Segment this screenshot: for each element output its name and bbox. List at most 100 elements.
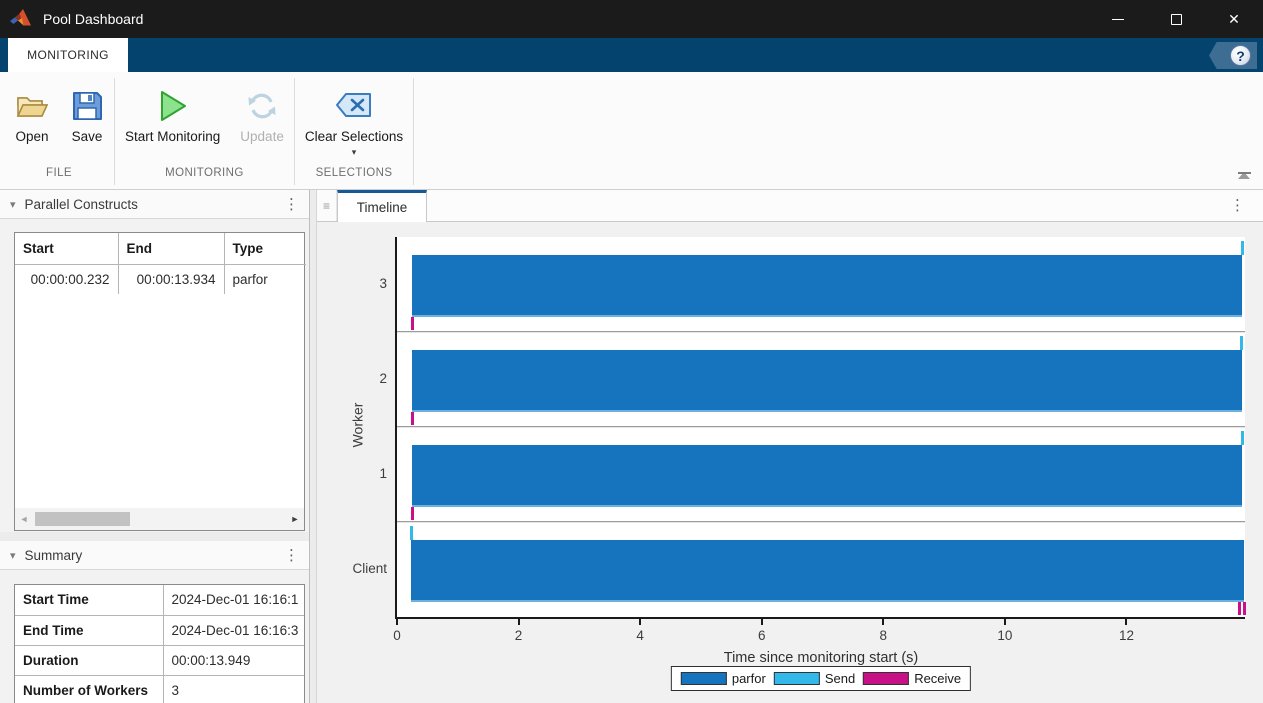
x-axis-tick [396, 619, 398, 625]
start-monitoring-button[interactable]: Start Monitoring [115, 84, 230, 144]
save-button[interactable]: Save [60, 84, 114, 144]
minimize-button[interactable] [1089, 0, 1147, 38]
x-axis-label: Time since monitoring start (s) [723, 650, 919, 666]
x-tick-label: 4 [636, 628, 644, 643]
receive-marker[interactable] [1237, 602, 1241, 615]
parfor-bar[interactable] [412, 255, 1242, 317]
matlab-logo-icon [10, 8, 34, 30]
y-tick-label: 1 [379, 465, 387, 481]
summary-header: ▾ Summary ⋮ [0, 541, 309, 570]
timeline-lane-1[interactable] [397, 427, 1245, 522]
scroll-right-icon[interactable]: ► [290, 514, 300, 524]
maximize-button[interactable] [1147, 0, 1205, 38]
constructs-column-header[interactable]: Start [15, 233, 119, 265]
constructs-table-empty-area [15, 294, 304, 508]
send-legend-swatch [773, 672, 820, 685]
close-button[interactable]: ✕ [1205, 0, 1263, 38]
play-icon [157, 84, 189, 128]
summary-row-label: End Time [15, 615, 164, 646]
receive-marker[interactable] [411, 412, 415, 425]
update-button[interactable]: Update [230, 84, 294, 144]
help-button[interactable]: ? [1209, 42, 1257, 69]
summary-row-label: Duration [15, 645, 164, 676]
legend-item-receive: Receive [863, 671, 961, 686]
horizontal-scrollbar[interactable]: ◄ ► [15, 508, 304, 530]
toolbar-group-file: Open Save FILE [4, 72, 114, 189]
constructs-table-header-row: Start End Type [15, 233, 306, 265]
legend-label: Receive [914, 671, 962, 686]
y-tick-label: 3 [379, 275, 387, 291]
x-tick-label: 8 [879, 628, 888, 643]
maximize-icon [1170, 13, 1182, 25]
x-axis-tick [1125, 619, 1128, 625]
tab-monitoring[interactable]: MONITORING [8, 38, 128, 72]
summary-row-label: Start Time [15, 585, 164, 616]
send-marker[interactable] [1239, 336, 1243, 350]
parfor-legend-swatch [680, 672, 727, 685]
toolbar-divider [114, 78, 115, 185]
summary-table-row: End Time 2024-Dec-01 16:16:3 [15, 615, 304, 646]
y-tick-label: Client [352, 560, 387, 576]
timeline-lane-3[interactable] [397, 237, 1245, 332]
summary-table-row: Start Time 2024-Dec-01 16:16:1 [15, 585, 304, 616]
summary-row-label: Number of Workers [15, 675, 164, 703]
parfor-bar[interactable] [412, 445, 1242, 507]
x-tick-label: 0 [393, 628, 401, 643]
x-tick-label: 2 [514, 628, 523, 643]
timeline-chart: 3 2 1 Client 0 2 4 6 8 10 12 Worker Time since monit… [317, 222, 1263, 703]
receive-marker[interactable] [1243, 602, 1247, 615]
summary-row-value: 2024-Dec-01 16:16:1 [163, 585, 304, 616]
clear-selections-button[interactable]: Clear Selections ▾ [295, 84, 413, 157]
send-marker[interactable] [410, 526, 414, 540]
x-axis-tick [760, 619, 763, 625]
receive-marker[interactable] [411, 317, 415, 330]
collapse-ribbon-icon [1237, 172, 1251, 174]
timeline-lane-client[interactable] [397, 522, 1247, 617]
panel-splitter[interactable] [310, 190, 317, 703]
open-button-label: Open [15, 129, 49, 144]
collapse-ribbon-button[interactable] [1237, 172, 1251, 179]
window-title: Pool Dashboard [43, 11, 144, 27]
toolbar-divider [293, 78, 295, 185]
legend-item-send: Send [773, 671, 855, 686]
x-axis-tick [517, 619, 520, 625]
send-marker[interactable] [1240, 431, 1244, 445]
toolbar-section-selections: SELECTIONS [315, 167, 393, 179]
x-axis-tick [1003, 619, 1006, 625]
receive-marker[interactable] [411, 507, 415, 520]
constructs-column-header[interactable]: End [118, 233, 225, 265]
x-tick-label: 12 [1118, 628, 1134, 643]
clear-selections-icon [334, 84, 374, 128]
parfor-bar[interactable] [412, 350, 1242, 412]
collapse-ribbon-arrow-icon [1238, 172, 1250, 179]
send-marker[interactable] [1240, 241, 1244, 255]
timeline-tab-strip: ≡ Timeline ⋮ [317, 190, 1263, 222]
panel-menu-icon[interactable]: ⋮ [284, 195, 299, 213]
summary-row-value: 2024-Dec-01 16:16:3 [163, 615, 304, 646]
constructs-table-row[interactable]: 00:00:00.232 00:00:13.934 parfor [15, 264, 306, 294]
minimize-icon [1112, 18, 1124, 20]
timeline-menu-icon[interactable]: ⋮ [1230, 197, 1245, 214]
constructs-table: Start End Type 00:00:00.232 00:00:13.934 par… [14, 232, 306, 531]
collapse-arrow-icon[interactable]: ▾ [10, 198, 16, 211]
parfor-bar[interactable] [411, 540, 1245, 602]
x-axis-tick [639, 619, 642, 625]
open-button[interactable]: Open [4, 84, 60, 144]
open-folder-icon [14, 84, 50, 128]
scroll-left-icon[interactable]: ◄ [19, 514, 29, 524]
ribbon-toolbar: Open Save FILE [0, 72, 1263, 190]
parallel-constructs-header: ▾ Parallel Constructs ⋮ [0, 190, 309, 219]
x-tick-label: 6 [757, 628, 766, 643]
panel-menu-icon[interactable]: ⋮ [284, 546, 299, 564]
constructs-column-header[interactable]: Type [224, 233, 306, 265]
titlebar: Pool Dashboard ✕ [0, 0, 1263, 38]
tab-timeline[interactable]: Timeline [337, 190, 427, 222]
summary-table-row: Number of Workers 3 [15, 675, 304, 703]
collapse-arrow-icon[interactable]: ▾ [10, 549, 16, 562]
scrollbar-thumb[interactable] [35, 512, 130, 526]
panel-drag-handle-icon[interactable]: ≡ [317, 190, 337, 221]
toolbar-group-monitoring: Start Monitoring Update MONITORING [115, 72, 294, 189]
constructs-table-cell: 00:00:00.232 [15, 264, 119, 294]
timeline-lane-2[interactable] [397, 332, 1245, 427]
